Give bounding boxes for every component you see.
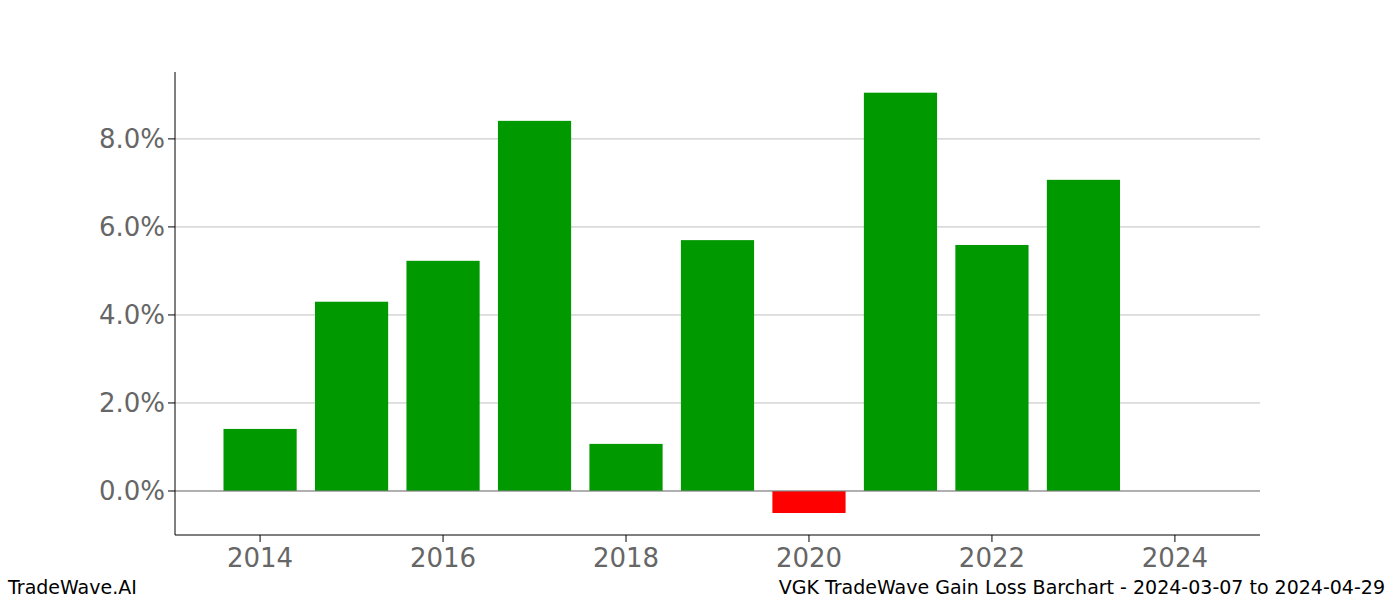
x-tick — [626, 535, 627, 542]
x-tick — [1174, 535, 1175, 542]
x-tick — [443, 535, 444, 542]
grid-line — [175, 490, 1260, 491]
bar — [864, 93, 937, 491]
x-tick — [808, 535, 809, 542]
baseline — [175, 490, 1260, 491]
bar — [772, 491, 845, 513]
bar — [406, 261, 479, 491]
bar — [1047, 180, 1120, 491]
y-tick — [168, 402, 175, 403]
y-tick-label: 0.0% — [99, 476, 165, 506]
x-tick-label: 2020 — [776, 543, 842, 573]
x-tick — [991, 535, 992, 542]
grid-line — [175, 138, 1260, 139]
bar — [681, 240, 754, 491]
x-tick — [260, 535, 261, 542]
y-tick-label: 2.0% — [99, 388, 165, 418]
watermark: TradeWave.AI — [7, 576, 137, 598]
y-tick — [168, 314, 175, 315]
y-axis — [175, 72, 176, 535]
chart-container: 0.0% 2.0% 4.0% 6.0% 8.0% 2014 2016 2018 2020 2022… — [0, 0, 1400, 600]
y-tick — [168, 226, 175, 227]
bar — [955, 245, 1028, 491]
x-tick-label: 2016 — [410, 543, 476, 573]
y-tick — [168, 138, 175, 139]
x-tick-label: 2022 — [959, 543, 1025, 573]
bar — [498, 121, 571, 491]
y-tick-label: 6.0% — [99, 212, 165, 242]
chart: 0.0% 2.0% 4.0% 6.0% 8.0% 2014 2016 2018 2020 2022… — [0, 0, 1400, 600]
y-tick — [168, 490, 175, 491]
bar — [223, 429, 296, 491]
title: VGK TradeWave Gain Loss Barchart - 2024-… — [779, 576, 1385, 598]
bar — [315, 302, 388, 491]
x-axis — [175, 535, 1260, 536]
bars — [223, 93, 1120, 513]
x-tick-label: 2024 — [1142, 543, 1208, 573]
y-tick-label: 8.0% — [99, 124, 165, 154]
x-tick-label: 2018 — [593, 543, 659, 573]
bar — [589, 444, 662, 491]
x-tick-label: 2014 — [227, 543, 293, 573]
y-tick-label: 4.0% — [99, 300, 165, 330]
